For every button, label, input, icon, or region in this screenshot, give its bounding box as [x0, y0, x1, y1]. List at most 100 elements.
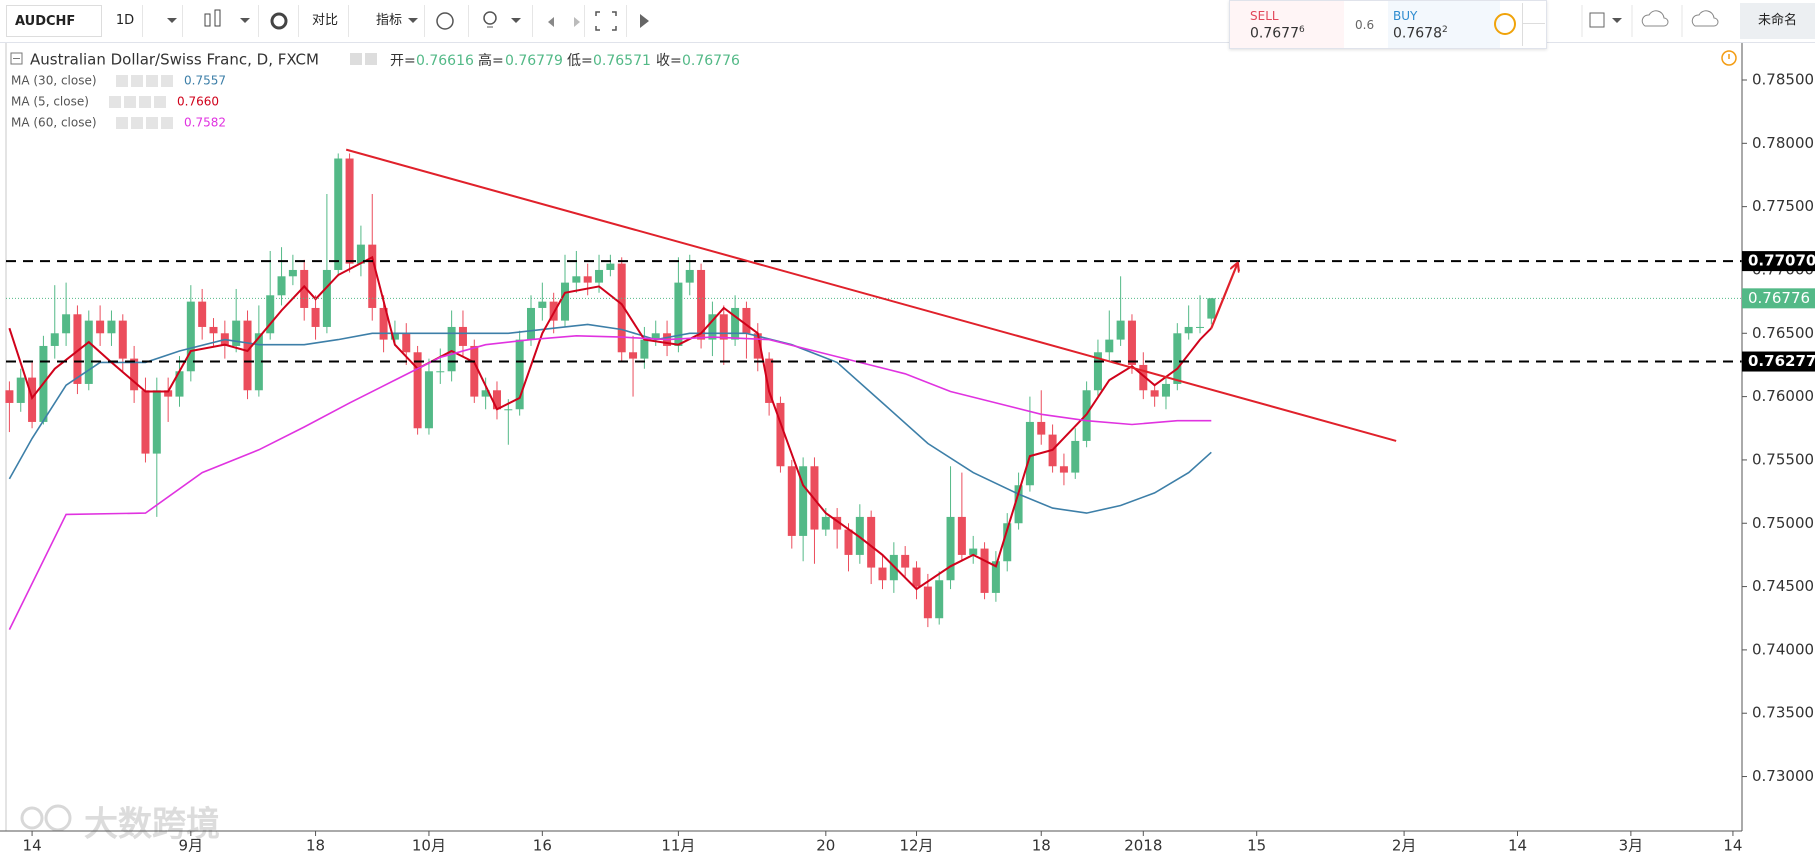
undo-redo[interactable] — [534, 5, 585, 37]
ideas-button[interactable] — [472, 5, 533, 37]
candle-body — [1059, 466, 1068, 473]
ma-legend-name: MA (30, close) — [11, 74, 97, 88]
candle-body — [1093, 352, 1102, 391]
chart-style-button[interactable] — [192, 5, 259, 37]
spread: 0.6 — [1355, 18, 1375, 32]
candle-body — [356, 244, 365, 264]
candle-body — [1195, 326, 1204, 328]
candle-body — [901, 554, 910, 568]
candle-body — [821, 516, 830, 530]
ohlc-value: 0.76616 — [416, 53, 474, 69]
ma-icons — [109, 75, 173, 129]
x-tick-label: 12月 — [899, 837, 933, 855]
symbol-input[interactable]: AUDCHF — [6, 5, 102, 37]
settings-button[interactable] — [262, 5, 299, 37]
candle-body — [209, 326, 218, 334]
alert-button[interactable] — [428, 5, 469, 37]
candle-body — [1207, 298, 1216, 319]
info-icon[interactable] — [1494, 13, 1516, 35]
candle-body — [232, 320, 241, 346]
ma-legend-name: MA (5, close) — [11, 95, 89, 109]
candle-body — [5, 390, 14, 403]
watermark: 大数跨境 — [84, 805, 220, 845]
trendline — [345, 148, 1397, 442]
candle-body — [674, 282, 683, 346]
candle-body — [458, 326, 467, 346]
candle-body — [776, 402, 785, 467]
x-tick-label: 20 — [816, 837, 835, 855]
candle-body — [1116, 320, 1125, 340]
ohlc-value: 0.76571 — [593, 53, 651, 69]
icon — [350, 53, 362, 65]
interval-dropdown[interactable] — [162, 5, 183, 37]
x-tick-label: 14 — [23, 837, 42, 855]
y-tick-label: 0.76500 — [1752, 324, 1814, 342]
ohlc-key: 开= — [390, 53, 416, 69]
arrow — [1210, 264, 1237, 329]
toolbar-icons — [167, 5, 1719, 37]
price-label: 0.76776 — [1748, 289, 1810, 307]
sell-price-main: 0.7677 — [1250, 25, 1299, 42]
x-tick-label: 11月 — [661, 837, 695, 855]
candle-body — [765, 358, 774, 403]
candle-body — [617, 263, 626, 353]
candle-body — [424, 371, 433, 429]
x-tick-label: 2月 — [1392, 837, 1417, 855]
buy-price-sup: 2 — [1442, 25, 1448, 35]
price-badge — [1742, 288, 1815, 309]
candle-body — [719, 314, 728, 340]
candle-body — [50, 333, 59, 346]
fullscreen-button[interactable] — [590, 5, 627, 37]
candle-body — [288, 269, 297, 277]
candle-body — [583, 276, 592, 283]
indicators-button[interactable]: 指标 — [354, 5, 425, 37]
candle-body — [651, 333, 660, 340]
candle-body — [844, 529, 853, 555]
y-tick-label: 0.73000 — [1752, 767, 1814, 785]
candle-body — [708, 314, 717, 340]
candle-body — [1105, 339, 1114, 353]
candle-body — [1139, 364, 1148, 391]
candle-body — [504, 409, 513, 411]
candle-body — [991, 561, 1000, 593]
ma-line — [8, 323, 1212, 514]
ohlc-key: 低= — [567, 53, 593, 69]
x-tick-label: 16 — [533, 837, 552, 855]
candle-body — [130, 358, 139, 391]
candle-body — [629, 352, 638, 359]
plus-button[interactable] — [1522, 3, 1545, 24]
x-tick-label: 18 — [1032, 837, 1051, 855]
alert-icon[interactable] — [1721, 50, 1737, 66]
candle-body — [198, 301, 207, 327]
candle-body — [1161, 383, 1170, 397]
candle-body — [84, 320, 93, 384]
ohlc-key: 高= — [478, 52, 504, 69]
candle-body — [742, 307, 751, 334]
candle-body — [526, 307, 535, 340]
layout-name[interactable]: 未命名 — [1740, 3, 1815, 39]
buy-area[interactable] — [1388, 1, 1500, 48]
candle-body — [186, 301, 195, 372]
candle-body — [878, 567, 887, 581]
level-label: 0.77070 — [1748, 252, 1815, 270]
candle-body — [923, 586, 932, 619]
candle-body — [572, 276, 581, 283]
candle-body — [16, 377, 25, 403]
candle-body — [470, 345, 479, 397]
interval-button[interactable]: 1D — [108, 5, 143, 37]
sell-area[interactable] — [1230, 1, 1344, 48]
candle-body — [390, 333, 399, 340]
symbol-title: Australian Dollar/Swiss Franc, D, FXCM — [30, 51, 319, 69]
candle-body — [969, 548, 978, 555]
minus-button[interactable] — [1522, 24, 1545, 46]
sell-price: 0.76776 — [1250, 25, 1305, 42]
candle-body — [379, 307, 388, 340]
candle-body — [935, 580, 944, 619]
legend: Australian Dollar/Swiss Franc, D, FXCM 开… — [10, 50, 1737, 130]
ma-legend-value: 0.7582 — [184, 116, 226, 130]
candle-body — [799, 466, 808, 536]
compare-button[interactable]: 对比 — [302, 5, 349, 37]
candle-body — [164, 390, 173, 397]
candle-body — [175, 371, 184, 397]
